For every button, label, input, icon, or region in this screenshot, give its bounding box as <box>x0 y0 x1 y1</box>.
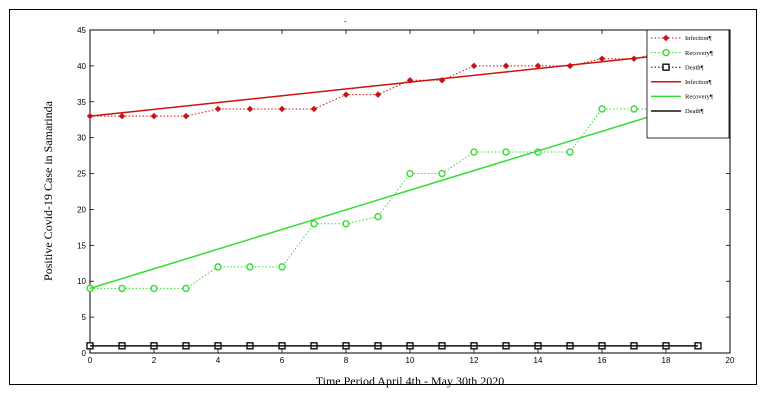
data-point-series-1 <box>246 263 254 271</box>
data-point-series-0 <box>246 105 254 113</box>
x-tick-label: 6 <box>280 356 285 365</box>
data-point-series-1 <box>342 220 350 228</box>
trend-line-series-4 <box>89 101 699 290</box>
x-tick-label: 16 <box>598 356 607 365</box>
legend-label-3: Infection¶ <box>685 79 711 86</box>
legend-label-2: Death¶ <box>685 64 704 71</box>
data-point-series-1 <box>150 284 158 293</box>
data-line-series-0 <box>90 51 698 117</box>
y-tick-label: 30 <box>77 134 86 143</box>
x-tick-label: 18 <box>662 356 671 365</box>
data-point-series-1 <box>598 105 606 113</box>
legend-label-1: Recovery¶ <box>685 50 713 57</box>
data-point-series-0 <box>150 112 158 120</box>
data-point-series-1 <box>566 148 574 156</box>
data-point-series-0 <box>374 91 382 98</box>
legend-label-0: Infection¶ <box>685 35 711 42</box>
x-tick-label: 12 <box>470 356 479 365</box>
series-layer <box>86 48 702 350</box>
data-point-series-0 <box>278 105 286 113</box>
x-tick-label: 10 <box>406 356 415 365</box>
x-tick-label: 8 <box>344 356 349 365</box>
tick-layer: 0 2 4 6 8 10 12 14 16 18 20 0 5 10 15 20 25 30 35 40 45 <box>77 26 735 365</box>
y-tick-label: 15 <box>77 241 86 250</box>
x-tick-label: 0 <box>88 356 93 365</box>
trend-line-series-3 <box>89 50 699 117</box>
data-point-series-0 <box>214 105 222 113</box>
y-tick-label: 45 <box>77 26 86 35</box>
data-point-series-0 <box>118 112 126 120</box>
data-point-series-1 <box>118 284 126 293</box>
legend-marker-1 <box>662 48 670 57</box>
figure-frame <box>9 9 757 385</box>
y-tick-label: 20 <box>77 205 86 214</box>
data-point-series-1 <box>182 284 190 293</box>
data-point-series-0 <box>182 112 190 120</box>
legend: Infection¶ Recovery¶ Death¶ Infection¶ Recov… <box>646 29 730 139</box>
data-point-series-1 <box>310 220 318 228</box>
data-point-series-1 <box>502 148 510 156</box>
data-point-series-1 <box>374 212 382 221</box>
legend-label-5: Death¶ <box>685 108 704 115</box>
data-point-series-0 <box>310 105 318 113</box>
y-tick-label: 25 <box>77 170 86 179</box>
data-point-series-1 <box>214 263 222 271</box>
x-axis-title: Time Period April 4th - May 30th 2020 <box>316 374 505 388</box>
y-tick-label: 5 <box>82 313 87 322</box>
data-point-series-1 <box>438 169 446 178</box>
legend-marker-2 <box>662 63 670 71</box>
y-tick-label: 35 <box>77 98 86 107</box>
data-point-series-0 <box>470 62 478 70</box>
data-point-series-1 <box>278 263 286 271</box>
x-tick-label: 2 <box>152 356 157 365</box>
y-axis-title: Positive Covid-19 Case in Samarinda <box>41 100 55 281</box>
legend-marker-0 <box>662 34 670 42</box>
x-tick-label: 20 <box>726 356 735 365</box>
y-tick-label: 0 <box>82 349 87 358</box>
data-point-series-0 <box>342 91 350 98</box>
data-point-series-1 <box>406 169 414 178</box>
x-tick-label: 4 <box>216 356 221 365</box>
x-tick-label: 14 <box>534 356 543 365</box>
chart-title-dash: - <box>344 17 347 26</box>
y-tick-label: 10 <box>77 277 86 286</box>
data-point-series-1 <box>470 148 478 156</box>
data-point-series-0 <box>502 62 510 70</box>
legend-label-4: Recovery¶ <box>685 94 713 101</box>
legend-box <box>646 29 730 139</box>
data-point-series-1 <box>630 105 638 113</box>
y-tick-label: 40 <box>77 62 86 71</box>
